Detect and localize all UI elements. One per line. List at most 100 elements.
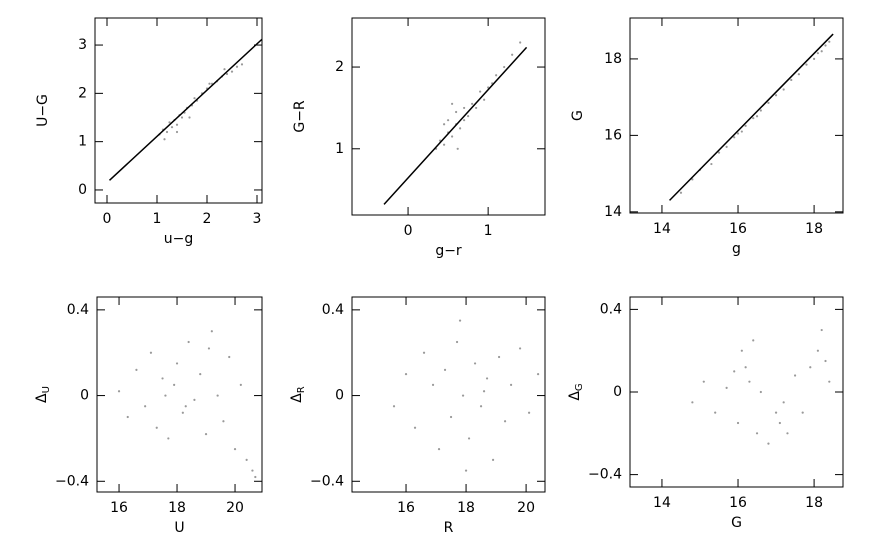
point [461, 394, 465, 397]
y-axis-label-main: U−G [35, 94, 51, 127]
x-tick-label: 18 [457, 500, 475, 516]
point [181, 411, 184, 414]
point [251, 469, 254, 472]
plot-frame [351, 17, 546, 216]
point [254, 475, 257, 479]
point [193, 97, 196, 100]
y-axis-label: ΔG [567, 383, 585, 400]
point [180, 116, 184, 119]
point [824, 359, 827, 363]
panel: 14 16 18 14 16 18 g G [570, 17, 844, 257]
y-tick-label: 0.4 [67, 302, 89, 318]
y-axis-label-main: Δ [289, 393, 305, 403]
point [184, 405, 187, 408]
point [207, 347, 211, 350]
panel: 0 1 2 3 0 1 2 3 u−g U−G [35, 17, 263, 247]
y-tick-label: 16 [604, 127, 622, 143]
point [446, 119, 450, 122]
y-axis-label-main: G−R [292, 100, 308, 133]
point [126, 415, 129, 419]
fit-line [108, 38, 263, 181]
y-axis-label-main: Δ [34, 393, 50, 403]
point [163, 138, 166, 141]
point [475, 106, 478, 110]
point [187, 340, 190, 344]
point [199, 373, 202, 376]
point [482, 390, 486, 393]
plot-frame [351, 296, 546, 493]
point [812, 57, 816, 61]
fit-line [383, 46, 528, 205]
y-axis-label: G−R [292, 100, 308, 133]
point [463, 106, 466, 110]
y-tick-label: 1 [78, 134, 87, 150]
point [165, 130, 169, 134]
y-axis-label: G [570, 110, 586, 121]
point [805, 63, 808, 66]
point [413, 426, 417, 429]
point [518, 347, 522, 350]
point [245, 458, 248, 461]
point [774, 94, 778, 97]
point [230, 70, 234, 73]
x-tick-label: 1 [484, 223, 493, 239]
point [786, 432, 789, 435]
point [228, 355, 231, 359]
point [744, 366, 747, 369]
point [495, 74, 498, 77]
x-axis-label: G [731, 515, 742, 531]
y-axis-label-main: Δ [567, 391, 583, 401]
point [463, 119, 466, 122]
point [828, 40, 831, 43]
point [485, 377, 489, 380]
point [456, 147, 459, 150]
x-tick-label: 16 [397, 500, 415, 516]
point [422, 351, 426, 354]
point [225, 72, 229, 76]
point [135, 368, 138, 371]
point [511, 53, 514, 56]
point [497, 355, 501, 359]
point [740, 130, 743, 133]
point [736, 421, 740, 425]
panel: 0 1 1 2 g−r G−R [292, 17, 546, 259]
x-tick-label: 16 [729, 221, 747, 237]
x-axis-label: R [444, 520, 454, 536]
point [458, 319, 462, 322]
y-axis-label-main: G [570, 110, 586, 121]
x-axis-label: g [732, 241, 741, 257]
point [503, 420, 507, 423]
point [431, 383, 435, 386]
point [809, 366, 812, 369]
y-tick-label: −0.4 [310, 473, 344, 489]
point [479, 405, 483, 408]
point [536, 373, 540, 376]
x-axis-label: u−g [164, 231, 194, 247]
plot-frame [94, 17, 263, 204]
point [239, 383, 242, 386]
y-axis-label: ΔR [289, 386, 307, 403]
point [748, 380, 751, 383]
point [222, 420, 225, 423]
point [173, 383, 176, 386]
point [170, 126, 174, 129]
x-axis-label: g−r [435, 243, 462, 259]
point [790, 78, 793, 82]
point [816, 349, 819, 352]
point [793, 374, 797, 377]
point [175, 123, 179, 126]
x-tick-label: 20 [226, 500, 244, 516]
y-tick-label: 18 [604, 51, 622, 67]
point [679, 191, 683, 194]
point [816, 52, 819, 55]
point [208, 82, 211, 85]
point [204, 433, 208, 436]
point [483, 98, 486, 101]
point [437, 448, 441, 451]
point [168, 121, 171, 124]
y-axis-label-sub: U [41, 386, 52, 393]
point [740, 349, 743, 352]
